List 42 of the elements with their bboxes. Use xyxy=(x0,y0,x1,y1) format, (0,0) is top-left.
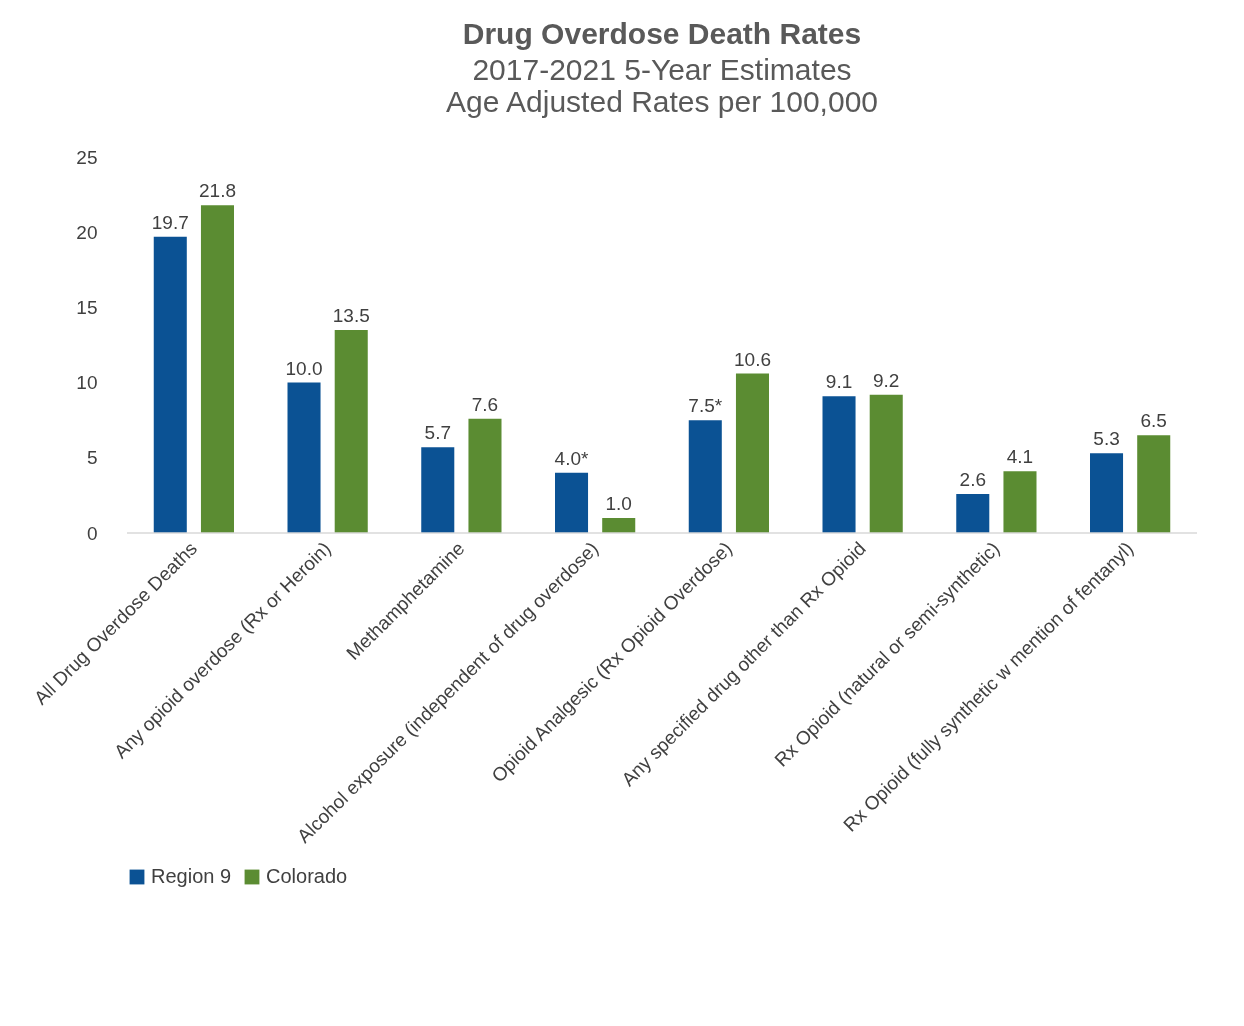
data-label: 4.0* xyxy=(554,447,590,469)
legend-label: Colorado xyxy=(266,865,348,887)
bar xyxy=(1090,453,1124,533)
data-label: 5.3 xyxy=(1093,428,1120,450)
bar xyxy=(200,205,234,533)
data-label: 7.5* xyxy=(688,395,723,417)
bar xyxy=(822,396,856,533)
bar xyxy=(735,373,769,533)
y-tick-label: 25 xyxy=(76,146,98,168)
data-label: 10.6 xyxy=(733,348,771,370)
bar xyxy=(421,447,455,533)
bar xyxy=(869,394,903,533)
y-tick-label: 15 xyxy=(76,296,98,318)
data-label: 21.8 xyxy=(198,180,236,202)
chart-subtitle: 2017-2021 5-Year Estimates Age Adjusted Rates per 100,000 xyxy=(446,53,878,118)
bar xyxy=(287,382,321,533)
legend-label: Region 9 xyxy=(151,865,232,887)
bar xyxy=(334,329,368,533)
bar xyxy=(555,472,589,533)
bar xyxy=(1003,471,1037,533)
data-label: 13.5 xyxy=(332,304,370,326)
bar xyxy=(688,420,722,533)
y-tick-label: 10 xyxy=(76,372,98,394)
bar xyxy=(153,236,187,533)
data-label: 4.1 xyxy=(1006,446,1034,468)
data-label: 9.2 xyxy=(873,369,900,391)
bar xyxy=(956,493,990,533)
y-tick-label: 20 xyxy=(76,221,98,243)
data-label: 9.1 xyxy=(825,371,853,393)
data-label: 1.0 xyxy=(605,492,632,514)
data-label: 10.0 xyxy=(285,357,323,379)
y-tick-label: 5 xyxy=(86,447,98,469)
data-label: 7.6 xyxy=(471,393,499,415)
bar xyxy=(1137,435,1171,533)
data-label: 2.6 xyxy=(959,468,986,490)
bar xyxy=(468,418,502,533)
y-tick-label: 0 xyxy=(86,522,98,544)
chart-title: Drug Overdose Death Rates xyxy=(462,17,862,50)
bar xyxy=(602,517,636,533)
data-label: 19.7 xyxy=(151,211,189,233)
data-label: 5.7 xyxy=(424,422,451,444)
data-label: 6.5 xyxy=(1140,410,1167,432)
